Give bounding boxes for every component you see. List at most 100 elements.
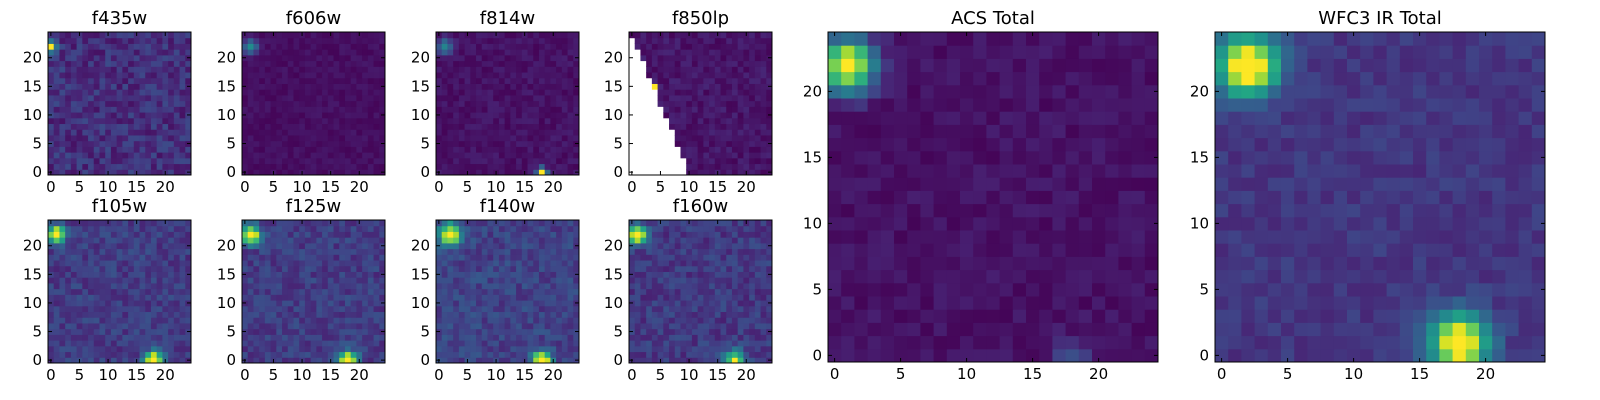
heatmap-cell (179, 89, 186, 96)
heatmap-cell (946, 137, 961, 152)
heatmap-cell (327, 163, 335, 170)
heatmap-cell (105, 123, 112, 130)
heatmap-cell (646, 72, 653, 79)
heatmap-cell (264, 231, 272, 238)
heatmap-cell (573, 146, 580, 153)
heatmap-cell (344, 152, 352, 159)
heatmap-cell (1078, 71, 1093, 86)
heatmap-cell (458, 146, 466, 153)
heatmap-cell (145, 37, 152, 44)
heatmap-cell (504, 66, 511, 73)
heatmap-cell (703, 37, 710, 44)
heatmap-cell (986, 45, 1001, 59)
heatmap-cell (65, 94, 72, 102)
heatmap-cell (53, 134, 60, 142)
heatmap-cell (139, 300, 146, 307)
heatmap-cell (894, 58, 908, 73)
heatmap-cell (379, 305, 386, 313)
heatmap-cell (464, 242, 471, 250)
heatmap-cell (350, 100, 357, 107)
heatmap-cell (333, 112, 340, 119)
heatmap-cell (59, 169, 66, 176)
heatmap-cell (53, 282, 60, 290)
heatmap-cell (516, 271, 523, 278)
heatmap-cell (344, 357, 352, 364)
heatmap-cell (527, 49, 534, 56)
heatmap-cell (521, 300, 529, 307)
heatmap-cell (1118, 309, 1133, 323)
heatmap-cell (259, 112, 266, 119)
heatmap-cell (1026, 164, 1040, 178)
heatmap-cell (65, 345, 72, 353)
heatmap-cell (133, 123, 141, 130)
heatmap-cell (516, 32, 523, 39)
heatmap-cell (253, 311, 260, 318)
heatmap-cell (88, 225, 95, 232)
heatmap-cell (487, 288, 494, 295)
heatmap-cell (344, 32, 352, 39)
heatmap-cell (179, 129, 186, 136)
heatmap-cell (680, 106, 687, 113)
heatmap-cell (48, 163, 55, 170)
heatmap-cell (122, 89, 129, 96)
heatmap-cell (504, 328, 511, 335)
heatmap-cell (48, 43, 55, 50)
heatmap-cell (316, 340, 323, 347)
heatmap-cell (350, 60, 357, 67)
plot-frame (827, 31, 1159, 363)
heatmap-cell (487, 305, 494, 313)
heatmap-cell (470, 265, 477, 272)
y-tick-label: 0 (420, 163, 430, 181)
heatmap-cell (367, 134, 375, 142)
heatmap-cell (487, 117, 494, 125)
y-tick-label: 10 (23, 294, 42, 312)
heatmap-cell (293, 317, 300, 324)
heatmap-cell (720, 89, 727, 96)
heatmap-cell (59, 242, 66, 250)
heatmap-cell (1065, 243, 1080, 257)
heatmap-cell (53, 271, 60, 278)
heatmap-cell (145, 66, 152, 73)
heatmap-cell (573, 60, 580, 67)
heatmap-cell (65, 311, 72, 318)
heatmap-cell (1144, 177, 1159, 191)
heatmap-cell (304, 220, 312, 227)
heatmap-cell (533, 77, 540, 84)
heatmap-cell (447, 242, 454, 250)
x-tick-label: 0 (240, 366, 250, 384)
heatmap-cell (447, 248, 454, 255)
heatmap-cell (828, 164, 842, 178)
heatmap-cell (65, 254, 72, 261)
heatmap-cell (669, 54, 676, 62)
heatmap-cell (766, 129, 773, 136)
heatmap-cell (894, 71, 908, 86)
heatmap-cell (1105, 230, 1119, 244)
heatmap-cell (59, 43, 66, 50)
heatmap-cell (379, 351, 386, 358)
heatmap-cell (82, 112, 89, 119)
heatmap-cell (464, 112, 471, 119)
heatmap-cell (82, 334, 89, 341)
heatmap-cell (1065, 150, 1080, 165)
heatmap-cell (749, 163, 756, 170)
heatmap-cell (743, 134, 750, 142)
heatmap-cell (282, 345, 289, 353)
heatmap-cell (1118, 216, 1133, 231)
heatmap-cell (544, 163, 551, 170)
heatmap-cell (122, 271, 129, 278)
heatmap-cell (327, 254, 335, 261)
heatmap-cell (99, 112, 106, 119)
heatmap-cell (379, 260, 386, 267)
heatmap-cell (304, 49, 312, 56)
heatmap-cell (362, 282, 369, 290)
heatmap-cell (760, 49, 767, 56)
heatmap-cell (544, 288, 551, 295)
heatmap-cell (1039, 322, 1053, 337)
heatmap-cell (76, 37, 83, 44)
heatmap-cell (1078, 348, 1093, 363)
heatmap-cell (907, 230, 921, 244)
heatmap-cell (441, 357, 448, 364)
heatmap-cell (373, 322, 380, 330)
heatmap-cell (242, 340, 249, 347)
